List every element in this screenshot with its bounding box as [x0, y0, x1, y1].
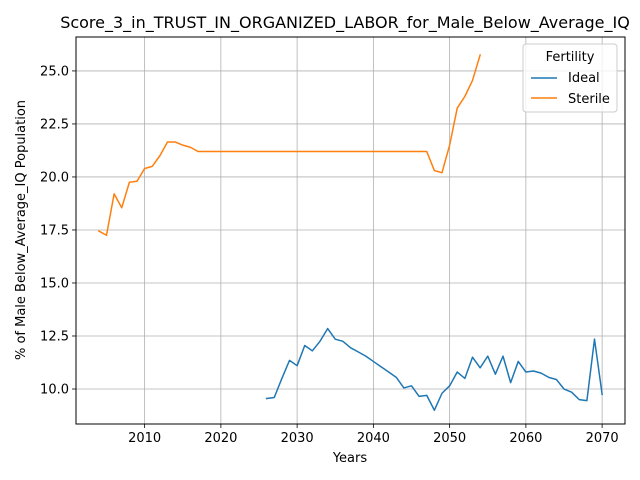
y-tick-label: 12.5	[40, 329, 69, 344]
gridlines	[76, 37, 625, 424]
x-tick-label: 2010	[128, 431, 161, 446]
legend-title: Fertility	[546, 50, 595, 65]
plot-frame	[75, 36, 626, 425]
y-tick-label: 25.0	[40, 64, 69, 79]
y-axis-label: % of Male Below_Average_IQ Population	[14, 100, 29, 360]
y-tick-label: 22.5	[40, 117, 69, 132]
y-tick-label: 10.0	[40, 383, 69, 398]
x-tick-label: 2070	[586, 431, 619, 446]
x-axis: 2010 2020 2030 2040 2050 2060 2070	[128, 424, 619, 446]
legend-box	[522, 43, 618, 113]
y-tick-label: 17.5	[40, 223, 69, 238]
legend-label-sterile: Sterile	[568, 92, 610, 107]
x-tick-label: 2020	[204, 431, 237, 446]
y-tick-label: 20.0	[40, 170, 69, 185]
series-layer	[97, 54, 603, 411]
x-tick-label: 2030	[281, 431, 314, 446]
x-tick-label: 2050	[433, 431, 466, 446]
series-line-sterile	[97, 54, 482, 237]
chart-title: Score_3_in_TRUST_IN_ORGANIZED_LABOR_for_…	[60, 13, 630, 33]
series-line-ideal	[265, 327, 603, 411]
legend-label-ideal: Ideal	[568, 71, 600, 86]
y-tick-label: 15.0	[40, 276, 69, 291]
x-axis-label: Years	[332, 451, 368, 466]
x-tick-label: 2060	[509, 431, 542, 446]
y-axis: 10.0 12.5 15.0 17.5 20.0 22.5 25.0	[40, 64, 76, 398]
legend: Fertility Ideal Sterile	[522, 43, 618, 113]
x-tick-label: 2040	[357, 431, 390, 446]
